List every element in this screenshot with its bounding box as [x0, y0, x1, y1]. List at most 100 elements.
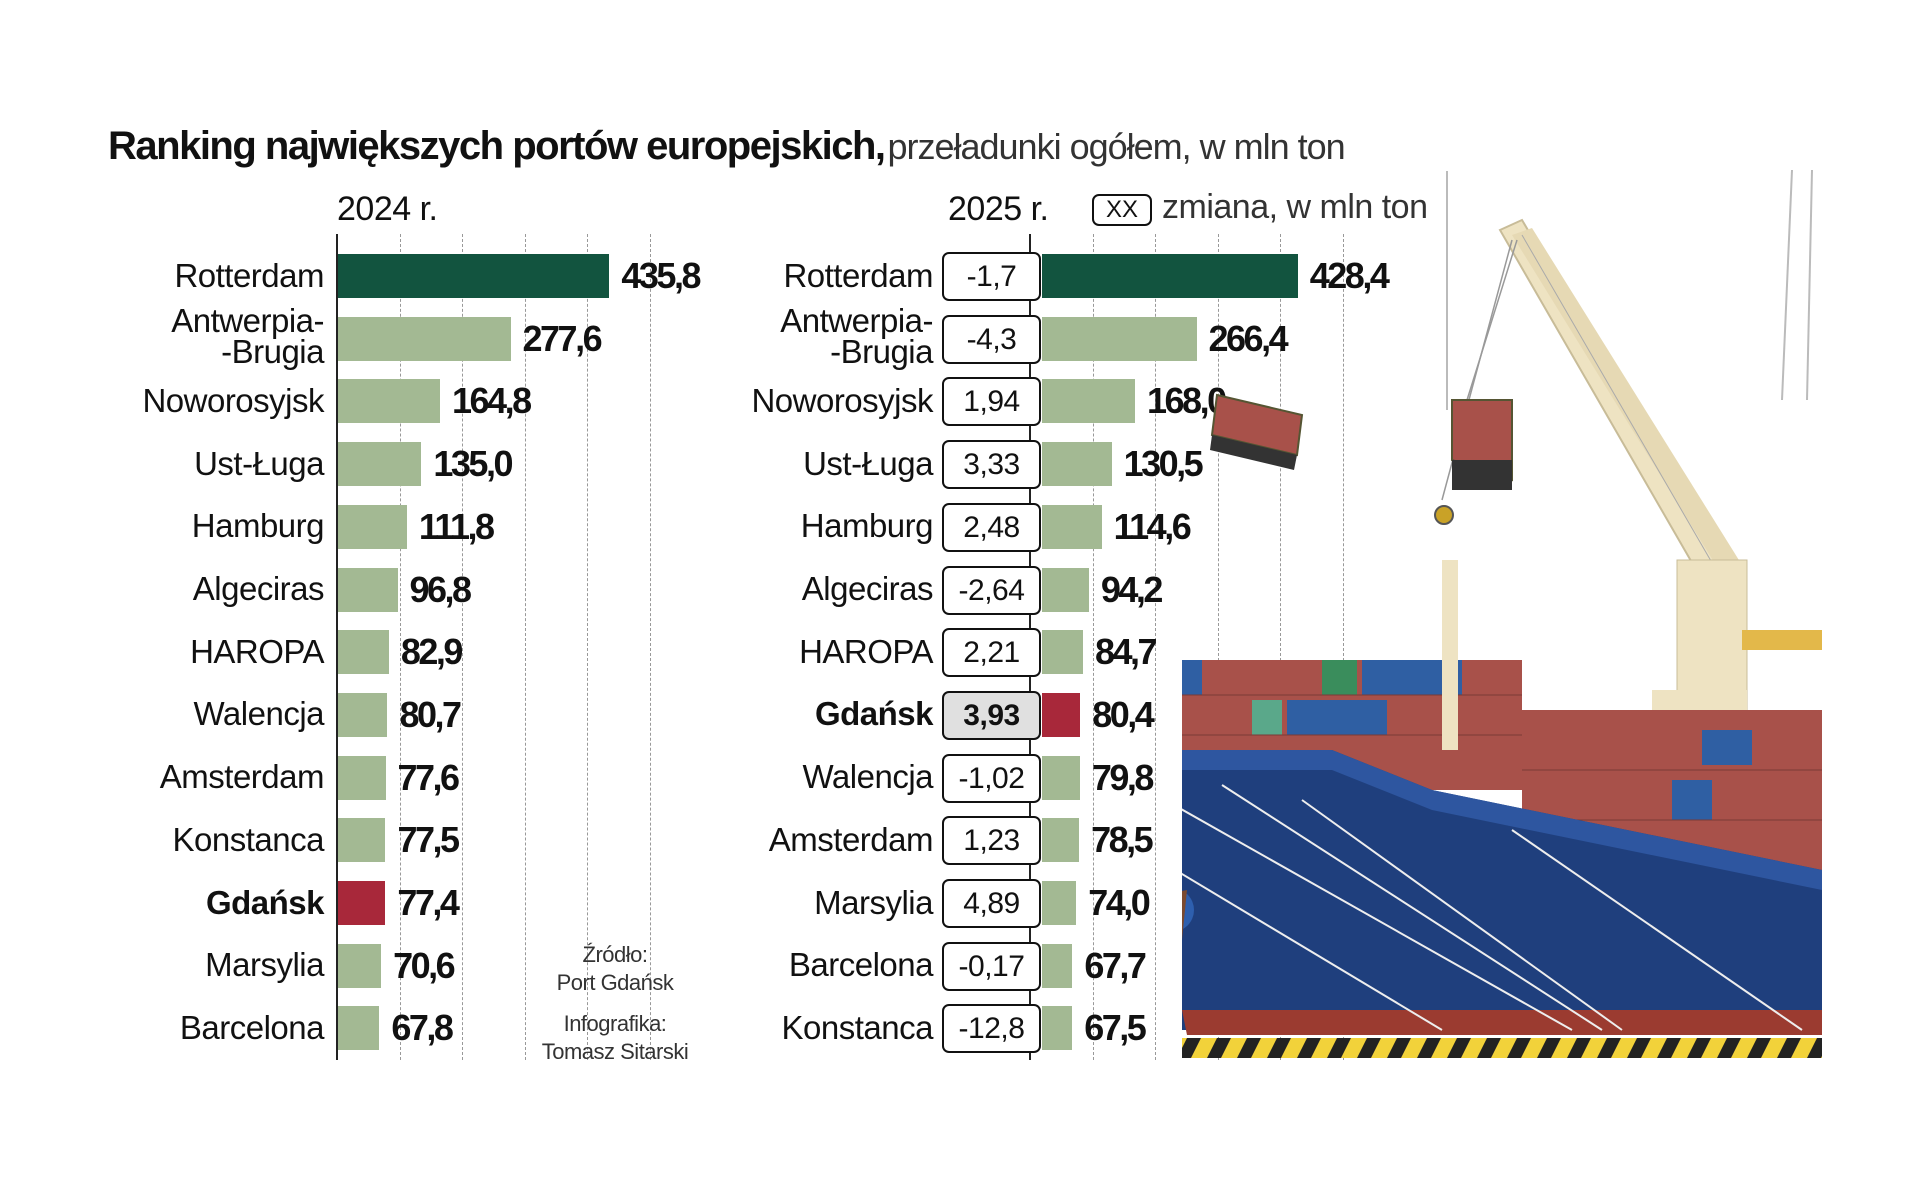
bar-1-1	[1042, 316, 1197, 361]
graphics-author: Tomasz Sitarski	[541, 1039, 689, 1064]
bar-0-1	[338, 316, 511, 361]
gridline-500	[649, 234, 651, 1061]
value-label: 428,4	[1309, 255, 1390, 296]
value-label: 135,0	[433, 443, 513, 485]
change-box: -2,64	[942, 565, 1041, 615]
value-label: 130,5	[1123, 443, 1204, 485]
ship-hull	[1182, 750, 1822, 1035]
category-label: Walencja	[802, 758, 934, 796]
category-label: Rotterdam	[783, 256, 933, 294]
value-label: 82,9	[400, 631, 464, 673]
quay-stripe	[1597, 1038, 1621, 1058]
bar-1-2	[1042, 379, 1135, 424]
category-label: Amsterdam	[768, 820, 934, 858]
value-label: 435,8	[621, 255, 701, 296]
category-label: HAROPA	[799, 632, 933, 670]
bar-1-11	[1042, 943, 1073, 988]
value-label: 164,8	[452, 380, 532, 422]
container-ship-photo	[1182, 170, 1822, 1058]
value-label: 67,7	[1084, 944, 1147, 986]
change-box: 2,21	[942, 628, 1041, 678]
change-box: 3,93	[942, 690, 1041, 740]
category-label: Hamburg	[191, 507, 325, 545]
value-label: 80,7	[399, 693, 462, 735]
change-box: -1,7	[942, 252, 1041, 301]
change-box: 4,89	[942, 879, 1041, 928]
category-label: Barcelona	[788, 946, 934, 984]
quay-stripe	[1477, 1038, 1501, 1058]
category-label: Gdańsk	[814, 695, 934, 733]
graphics-label: Infografika:	[563, 1011, 667, 1036]
category-label: Barcelona	[179, 1008, 325, 1046]
quay-stripe	[1207, 1038, 1231, 1058]
quay-stripe	[1417, 1038, 1441, 1058]
gridline-500	[1342, 234, 1344, 1061]
category-label: Gdańsk	[205, 883, 325, 921]
category-label: Antwerpia- -Brugia	[171, 301, 324, 370]
category-label: Antwerpia- -Brugia	[780, 301, 933, 370]
bar-0-2	[338, 379, 440, 424]
change-box: 3,33	[942, 440, 1041, 490]
quay-stripe	[1567, 1038, 1591, 1058]
quay-stripe	[1327, 1038, 1351, 1058]
change-box: -0,17	[942, 941, 1041, 991]
bar-0-11	[338, 943, 382, 988]
quay-stripe	[1777, 1038, 1801, 1058]
category-label: Ust-Ługa	[194, 444, 324, 482]
value-label: 67,5	[1084, 1007, 1147, 1049]
value-label: 77,6	[397, 756, 461, 798]
change-box: -1,02	[942, 753, 1041, 803]
source-label: Źródło:	[582, 942, 648, 967]
value-label: 80,4	[1092, 693, 1155, 735]
value-label: 94,2	[1100, 568, 1164, 610]
category-label: Hamburg	[800, 507, 934, 545]
bar-0-0	[338, 254, 610, 298]
bar-0-9	[338, 818, 386, 863]
value-label: 77,5	[397, 819, 460, 861]
gridline-300	[1217, 234, 1219, 1061]
quay-stripe	[1357, 1038, 1381, 1058]
gridline-200	[462, 234, 463, 1061]
value-label: 96,8	[409, 568, 473, 610]
bar-1-0	[1042, 254, 1298, 298]
category-label: Walencja	[193, 695, 325, 733]
quay-stripe	[1447, 1038, 1471, 1058]
value-label: 277,6	[522, 317, 603, 359]
gridline-100	[1092, 234, 1094, 1061]
value-label: 67,8	[391, 1007, 454, 1049]
value-label: 70,6	[393, 944, 456, 986]
quay-stripe	[1267, 1038, 1291, 1058]
value-label: 266,4	[1208, 317, 1289, 359]
bar-1-10	[1042, 881, 1077, 925]
quay-edge	[1182, 1038, 1822, 1058]
change-box: -4,3	[942, 314, 1041, 364]
change-box: 1,23	[942, 816, 1041, 866]
quay-stripe	[1537, 1038, 1561, 1058]
category-label: Algeciras	[192, 570, 325, 607]
category-label: Amsterdam	[159, 758, 325, 796]
category-label: Konstanca	[172, 820, 325, 858]
category-label: Konstanca	[781, 1008, 934, 1046]
bar-1-12	[1042, 1006, 1073, 1051]
quay-stripe	[1747, 1038, 1771, 1058]
source-value: Port Gdańsk	[556, 970, 674, 995]
value-label: 111,8	[418, 505, 495, 547]
quay-stripe	[1627, 1038, 1651, 1058]
gridline-200	[1155, 234, 1156, 1061]
year-2024-heading: 2024 r.	[337, 190, 438, 228]
bar-0-4	[338, 504, 407, 549]
bar-1-5	[1042, 567, 1089, 612]
category-label: Marsylia	[205, 946, 324, 984]
legend-change-box: XX	[1092, 194, 1152, 226]
bar-1-7	[1042, 692, 1081, 737]
quay-stripe	[1507, 1038, 1531, 1058]
gridline-100	[399, 234, 401, 1061]
bar-0-6	[338, 630, 389, 675]
bar-0-5	[338, 567, 398, 612]
bar-0-8	[338, 755, 386, 800]
category-label: Rotterdam	[174, 256, 324, 294]
value-label: 84,7	[1094, 631, 1158, 673]
change-box: 1,94	[942, 377, 1041, 427]
value-label: 78,5	[1091, 819, 1154, 861]
gridline-300	[524, 234, 526, 1061]
